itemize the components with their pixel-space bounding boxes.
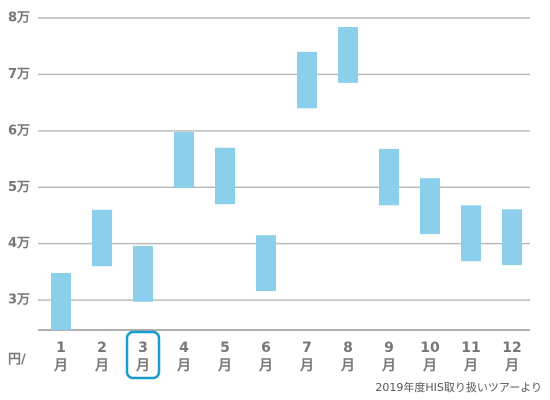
y-tick-label: 7万 — [8, 67, 30, 82]
range-bar — [461, 205, 481, 262]
range-bar — [174, 131, 194, 188]
highlight-box — [125, 330, 161, 380]
x-tick-label: 12 月 — [502, 340, 521, 374]
range-bar — [379, 148, 399, 206]
unit-label: 円/ — [8, 353, 26, 368]
range-bar — [502, 209, 522, 266]
range-bar — [338, 27, 358, 83]
x-tick-label: 11 月 — [461, 340, 480, 374]
y-tick-label: 8万 — [8, 11, 30, 26]
range-bar — [51, 273, 71, 330]
range-bar — [256, 235, 276, 292]
range-bar — [92, 209, 112, 267]
footnote: 2019年度HIS取り扱いツアーより — [375, 380, 542, 394]
range-bar — [297, 51, 317, 109]
range-bar — [215, 147, 235, 205]
y-tick-label: 3万 — [8, 293, 30, 308]
range-bar — [420, 178, 440, 235]
y-tick-label: 6万 — [8, 123, 30, 138]
x-tick-label: 10 月 — [420, 340, 440, 374]
y-tick-label: 5万 — [8, 180, 30, 195]
range-bar — [133, 245, 153, 302]
y-tick-label: 4万 — [8, 236, 30, 251]
